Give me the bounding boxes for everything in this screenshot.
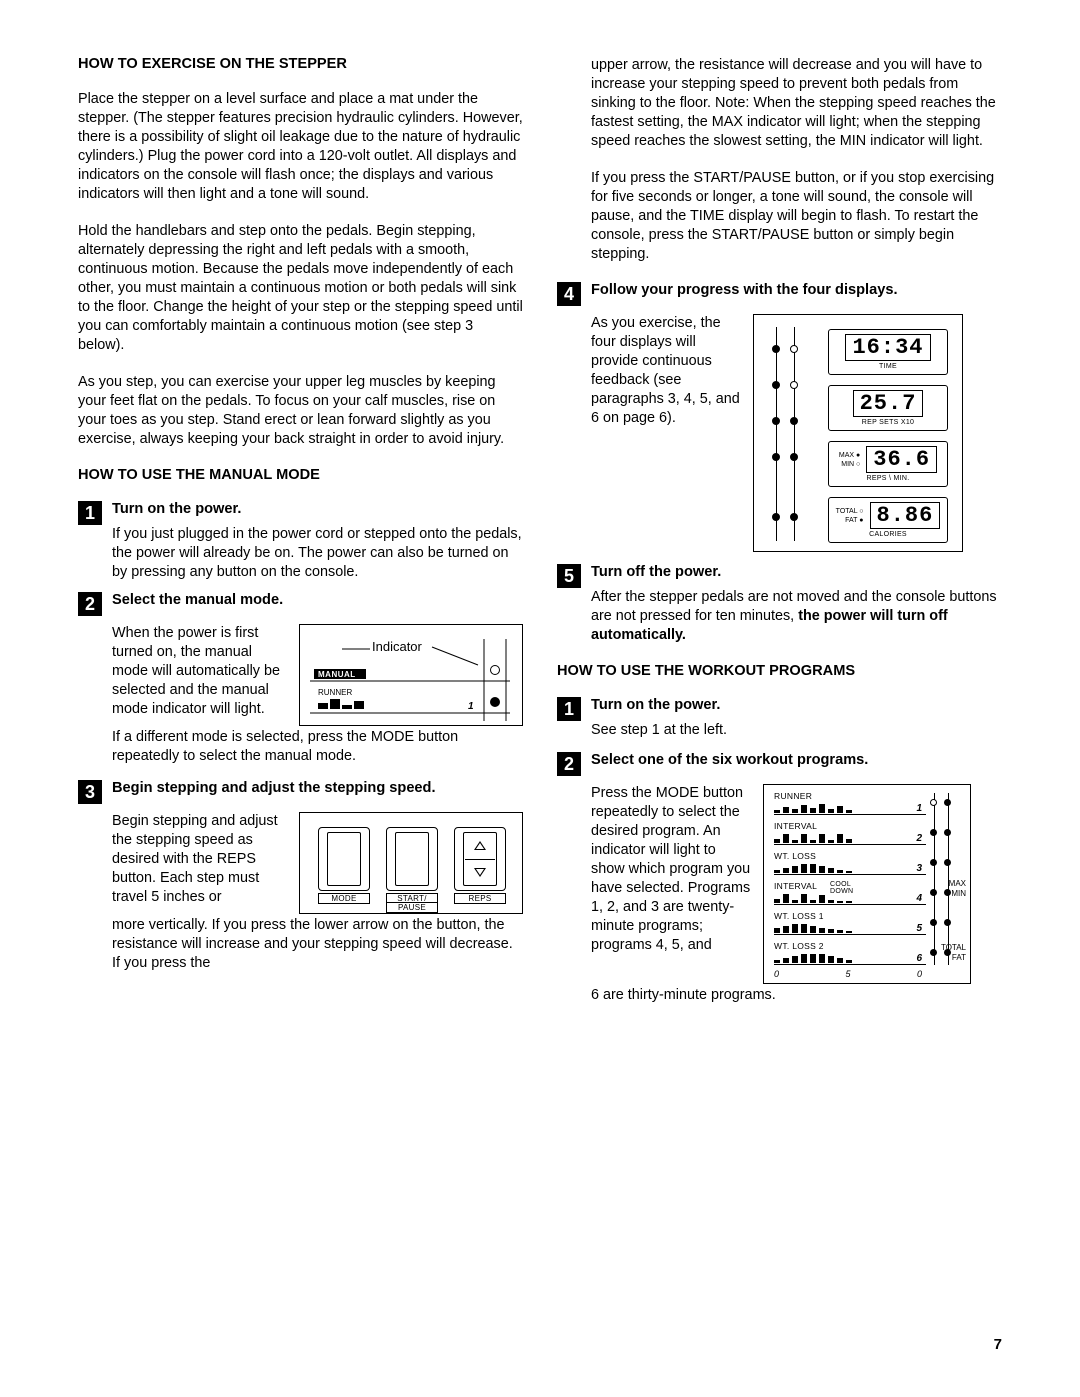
section-heading: HOW TO USE THE WORKOUT PROGRAMS — [557, 663, 1002, 679]
step-text: more vertically. If you press the lower … — [112, 916, 523, 973]
step-text: If you just plugged in the power cord or… — [112, 525, 523, 582]
displays-figure: 16:34 TIME 25.7 REP SETS X10 MAX ● MIN ○ — [753, 314, 963, 552]
indicator-figure: Indicator — [299, 624, 523, 726]
section-heading: HOW TO EXERCISE ON THE STEPPER — [78, 56, 523, 72]
step-title: Follow your progress with the four displ… — [591, 282, 1002, 298]
step-text: 6 are thirty-minute programs. — [591, 986, 1002, 1005]
step-title: Select the manual mode. — [112, 592, 523, 608]
mode-button-label: MODE — [318, 893, 370, 904]
x-tick: 0 — [917, 969, 922, 979]
step-number-badge: 2 — [557, 752, 581, 776]
program-number: 5 — [916, 923, 922, 934]
step-number-badge: 2 — [78, 592, 102, 616]
step-number-badge: 1 — [78, 501, 102, 525]
program-row: WT. LOSS 26 — [774, 941, 926, 969]
step-text: After the stepper pedals are not moved a… — [591, 588, 1002, 645]
program-bars — [774, 859, 904, 873]
section-heading: HOW TO USE THE MANUAL MODE — [78, 467, 523, 483]
program-number: 3 — [916, 863, 922, 874]
step-4: 4 Follow your progress with the four dis… — [557, 282, 1002, 306]
program-bars — [774, 799, 904, 813]
page-columns: HOW TO EXERCISE ON THE STEPPER Place the… — [78, 56, 1002, 1005]
x-tick: 5 — [845, 969, 850, 979]
repsets-label: REP SETS X10 — [862, 419, 915, 426]
program-row: RUNNER1 — [774, 791, 926, 819]
step-number-badge: 1 — [557, 697, 581, 721]
left-column: HOW TO EXERCISE ON THE STEPPER Place the… — [78, 56, 523, 1005]
step-title: Turn off the power. — [591, 564, 1002, 580]
step-text: Begin stepping and adjust the stepping s… — [112, 812, 287, 907]
program-bars — [774, 919, 904, 933]
step-title: Turn on the power. — [591, 697, 1002, 713]
runner-label: RUNNER — [318, 688, 352, 697]
programs-max-label: MAX — [949, 879, 966, 888]
body-paragraph: If you press the START/PAUSE button, or … — [591, 169, 1002, 264]
programs-min-label: MIN — [951, 889, 966, 898]
program-row: INTERVAL2 — [774, 821, 926, 849]
fat-label: FAT — [845, 517, 857, 524]
body-paragraph: As you step, you can exercise your upper… — [78, 373, 523, 449]
step-text: See step 1 at the left. — [591, 721, 1002, 740]
step-text: When the power is first turned on, the m… — [112, 624, 287, 719]
body-paragraph: upper arrow, the resistance will decreas… — [591, 56, 1002, 151]
body-paragraph: Hold the handlebars and step onto the pe… — [78, 222, 523, 355]
step-number-badge: 4 — [557, 282, 581, 306]
step-title: Begin stepping and adjust the stepping s… — [112, 780, 523, 796]
program-number: 6 — [916, 953, 922, 964]
step-number-badge: 5 — [557, 564, 581, 588]
step-1: 1 Turn on the power. If you just plugged… — [78, 501, 523, 582]
total-label: TOTAL — [836, 508, 858, 515]
step-title: Select one of the six workout programs. — [591, 752, 1002, 768]
program-bars — [774, 949, 904, 963]
program-bars — [774, 829, 904, 843]
right-column: upper arrow, the resistance will decreas… — [557, 56, 1002, 1005]
min-label: MIN — [841, 461, 854, 468]
program-row: WT. LOSS3 — [774, 851, 926, 879]
repsets-value: 25.7 — [853, 390, 924, 417]
workout-step-2: 2 Select one of the six workout programs… — [557, 752, 1002, 776]
program-row: INTERVALCOOL DOWN4 — [774, 881, 926, 909]
programs-total-label: TOTAL — [941, 943, 966, 952]
console-buttons-figure: MODE START/ PAUSE REPS — [299, 812, 523, 914]
time-label: TIME — [879, 363, 897, 370]
manual-label: MANUAL — [318, 670, 356, 679]
step-text: Press the MODE button repeatedly to sele… — [591, 784, 751, 955]
reps-button-label: REPS — [454, 893, 506, 904]
step-3: 3 Begin stepping and adjust the stepping… — [78, 780, 523, 804]
step-text: As you exercise, the four displays will … — [591, 314, 741, 428]
step-number-badge: 3 — [78, 780, 102, 804]
program-one: 1 — [468, 701, 474, 712]
page-number: 7 — [994, 1336, 1002, 1353]
pause-button-label: PAUSE — [386, 902, 438, 913]
programs-fat-label: FAT — [952, 953, 966, 962]
step-title: Turn on the power. — [112, 501, 523, 517]
repsmin-value: 36.6 — [866, 446, 937, 473]
workout-step-1: 1 Turn on the power. See step 1 at the l… — [557, 697, 1002, 740]
step-2: 2 Select the manual mode. — [78, 592, 523, 616]
step-text: If a different mode is selected, press t… — [112, 728, 523, 766]
program-bars — [774, 889, 904, 903]
program-number: 2 — [916, 833, 922, 844]
calories-value: 8.86 — [870, 502, 941, 529]
x-tick: 0 — [774, 969, 779, 979]
calories-label: CALORIES — [869, 531, 907, 538]
step-5: 5 Turn off the power. After the stepper … — [557, 564, 1002, 645]
body-paragraph: Place the stepper on a level surface and… — [78, 90, 523, 204]
program-row: WT. LOSS 15 — [774, 911, 926, 939]
max-label: MAX — [839, 452, 854, 459]
program-number: 1 — [916, 803, 922, 814]
repsmin-label: REPS \ MIN. — [867, 475, 910, 482]
program-number: 4 — [916, 893, 922, 904]
time-value: 16:34 — [845, 334, 930, 361]
programs-figure: MAX MIN TOTAL FAT 0 5 0 RUNNER1INTERVAL2… — [763, 784, 971, 984]
